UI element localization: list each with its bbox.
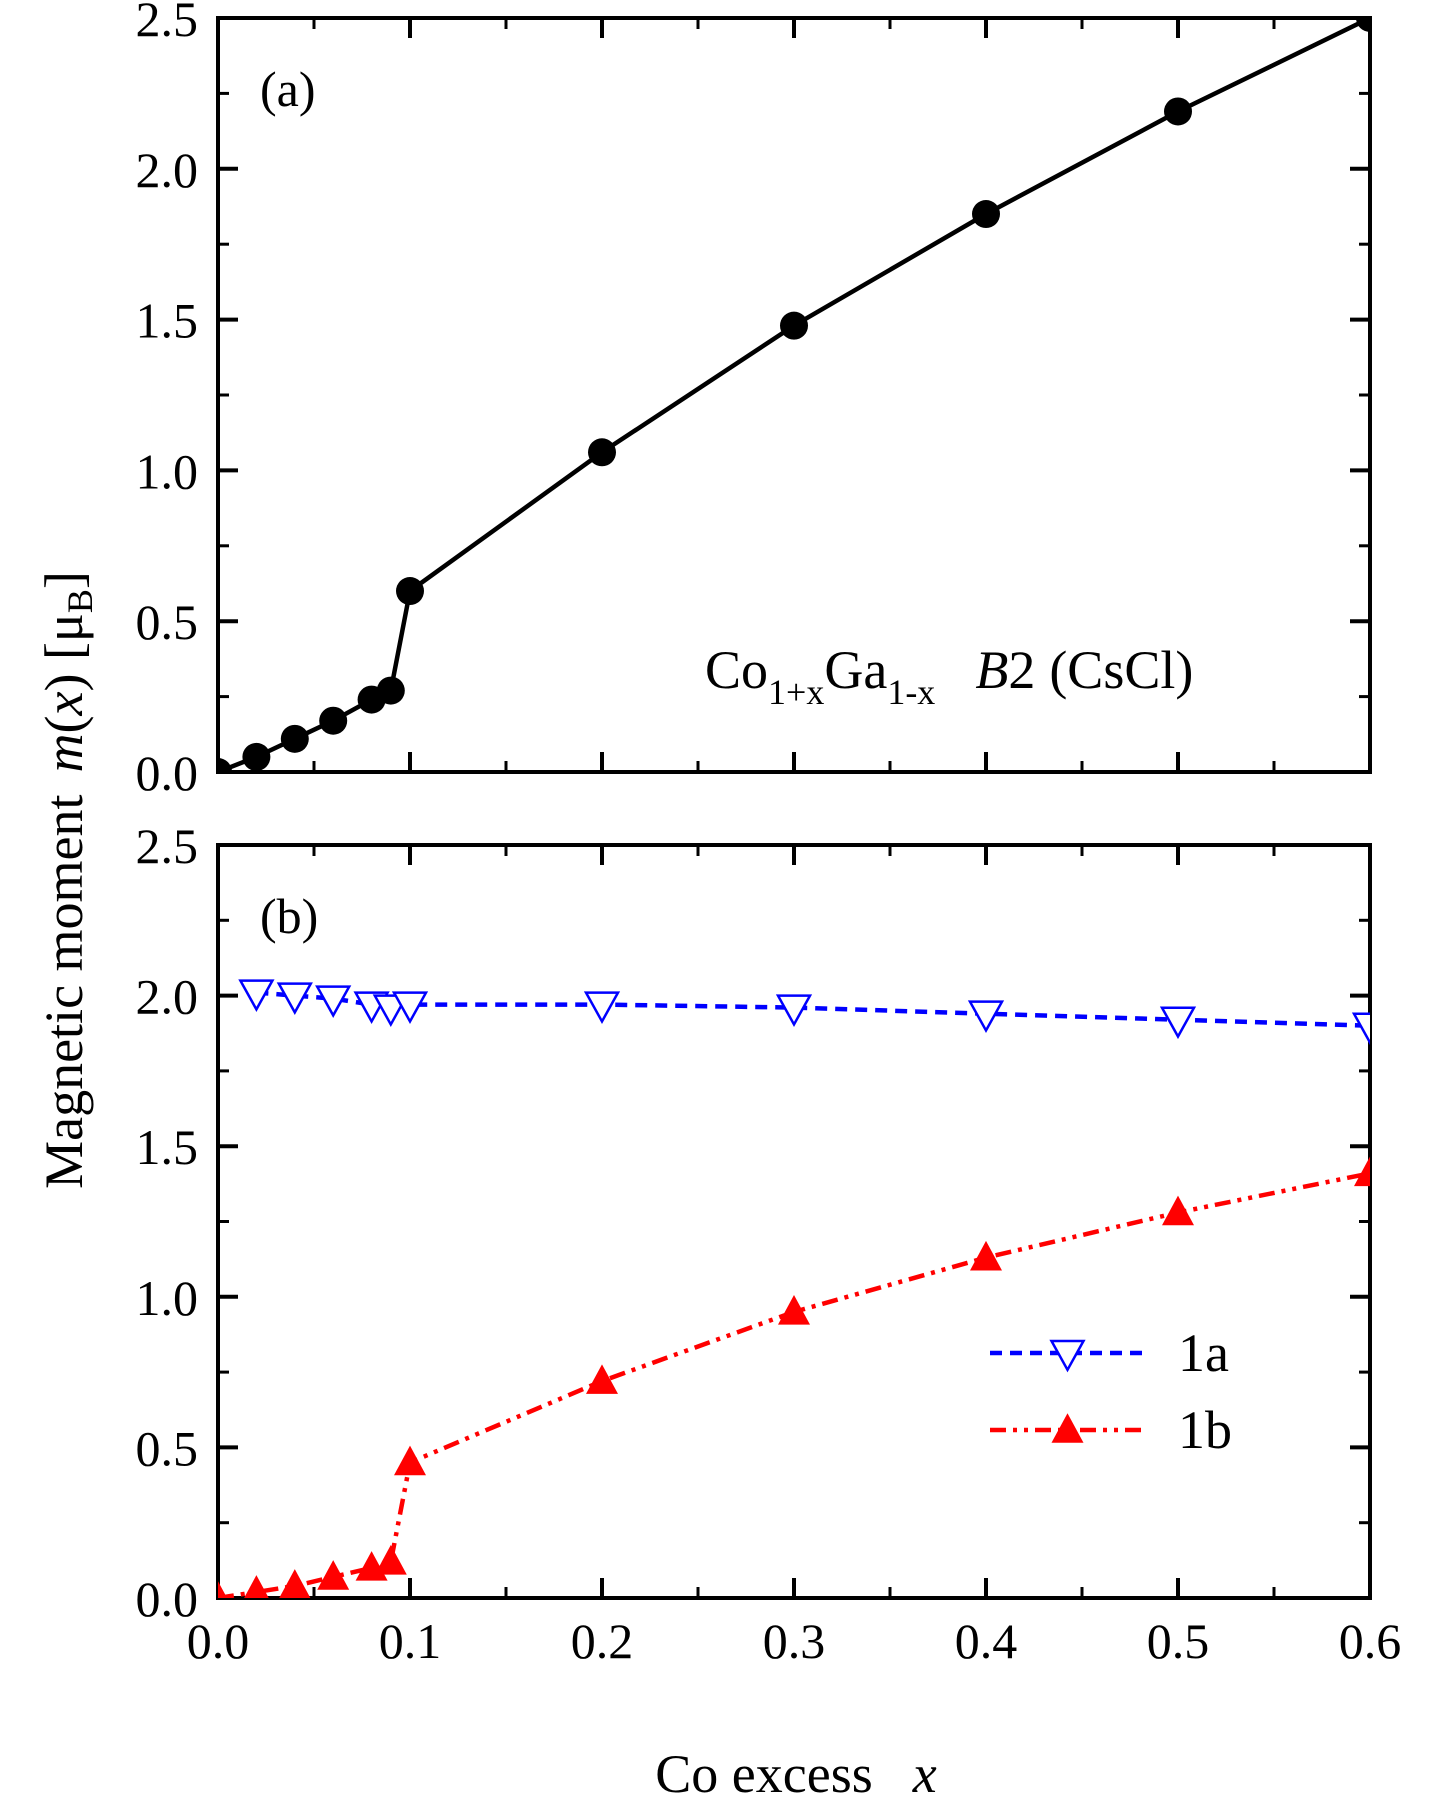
x-tick-label: 0.4 — [955, 1613, 1018, 1669]
x-tick-label: 0.5 — [1147, 1613, 1210, 1669]
legend-label-1b: 1b — [1178, 1400, 1232, 1460]
data-point-1b — [394, 1445, 426, 1476]
panel-label: (a) — [260, 61, 316, 117]
data-point-1a — [391, 991, 429, 1025]
data-point-1b — [1354, 1156, 1370, 1187]
panel-b: 0.0 0.5 1.0 1.5 2.0 2.5 0.0 0.1 0.2 0.3 0.4 0.5 0.6 (… — [136, 818, 1402, 1669]
data-point-1b — [244, 1575, 269, 1598]
data-point-total — [280, 724, 309, 753]
data-point-1b — [1162, 1195, 1194, 1226]
data-point-total — [780, 311, 808, 340]
y-tick-label: 2.5 — [136, 818, 199, 874]
plot-frame — [216, 16, 1372, 774]
panel-a: 0.0 0.5 1.0 1.5 2.0 2.5 (a) — [136, 0, 1372, 801]
data-point-1a — [583, 991, 621, 1025]
data-point-1a — [1351, 1012, 1370, 1046]
compound-annotation: Co1+xGa1-x B2 (CsCl) — [705, 640, 1193, 712]
data-point-1b — [586, 1364, 618, 1394]
data-point-total — [218, 758, 232, 772]
y-tick-label: 0.5 — [136, 594, 199, 650]
y-tick-label: 1.0 — [136, 443, 199, 499]
data-point-total — [319, 706, 348, 735]
data-point-1a — [967, 1000, 1005, 1034]
y-tick-label: 0.0 — [136, 745, 199, 801]
data-point-total — [1356, 18, 1370, 32]
data-point-total — [972, 200, 1000, 229]
x-tick-label: 0.1 — [379, 1613, 442, 1669]
data-point-1b — [970, 1240, 1002, 1271]
y-tick-label: 2.5 — [136, 0, 199, 47]
x-tick-label: 0.3 — [763, 1613, 826, 1669]
panel-label: (b) — [260, 888, 318, 944]
x-tick-label: 0.2 — [571, 1613, 634, 1669]
legend-marker-1a — [1049, 1339, 1086, 1373]
plot-frame — [216, 843, 1372, 1600]
data-point-1a — [1159, 1006, 1197, 1040]
data-point-total — [376, 676, 405, 705]
data-point-1a — [775, 994, 813, 1028]
x-tick-label: 0.6 — [1339, 1613, 1402, 1669]
legend-label-1a: 1a — [1178, 1323, 1229, 1383]
data-point-total — [1164, 97, 1192, 126]
data-point-total — [242, 742, 271, 771]
data-point-1b — [279, 1569, 311, 1598]
y-tick-label: 2.0 — [136, 142, 199, 198]
y-tick-label: 1.5 — [136, 293, 199, 349]
data-point-1b — [374, 1545, 407, 1575]
data-point-1a — [238, 979, 275, 1012]
y-tick-label: 2.0 — [136, 969, 199, 1025]
legend-marker-1b — [1051, 1413, 1084, 1443]
y-axis-title: Magnetic momentm(x) [μB] — [34, 571, 100, 1189]
y-tick-label: 0.0 — [136, 1571, 199, 1627]
series-line-total — [218, 18, 1370, 772]
data-point-1a — [276, 982, 313, 1015]
data-point-1a — [315, 985, 352, 1018]
plot-area — [218, 979, 1370, 1598]
x-tick-label: 0.0 — [187, 1613, 250, 1669]
y-tick-label: 0.5 — [136, 1420, 199, 1476]
plot-area — [218, 18, 1370, 772]
data-point-1b — [778, 1295, 810, 1325]
data-point-1b — [317, 1560, 350, 1590]
data-point-total — [396, 577, 424, 606]
series-line-1b — [218, 1171, 1370, 1598]
x-axis-title: Co excess x — [655, 1744, 936, 1804]
data-point-total — [588, 438, 616, 467]
data-point-1b — [218, 1581, 228, 1598]
y-tick-label: 1.0 — [136, 1270, 199, 1326]
y-tick-label: 1.5 — [136, 1119, 199, 1175]
series-line-1a — [256, 990, 1370, 1028]
